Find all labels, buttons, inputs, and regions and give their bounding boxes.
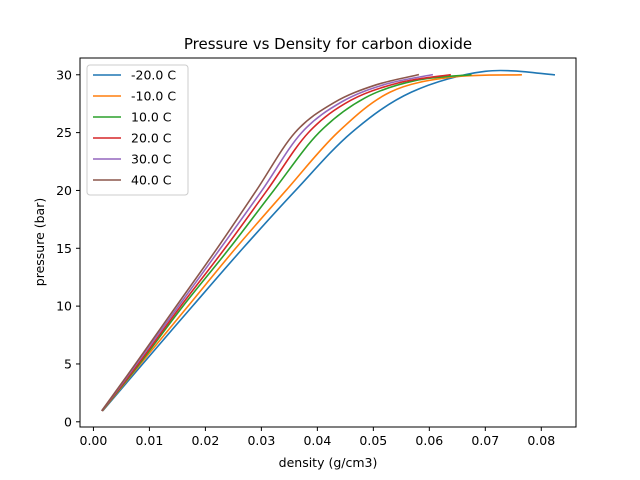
y-axis-title: pressure (bar) <box>32 198 47 286</box>
legend-entry-label: 40.0 C <box>131 173 172 188</box>
chart-title: Pressure vs Density for carbon dioxide <box>184 35 472 53</box>
x-tick-label: 0.00 <box>80 433 108 448</box>
legend-entry-label: -10.0 C <box>131 89 176 104</box>
x-tick-label: 0.07 <box>471 433 499 448</box>
series-line-3 <box>101 73 472 412</box>
y-tick-label: 10 <box>56 299 72 314</box>
series-line-5 <box>101 73 434 412</box>
x-tick-label: 0.02 <box>191 433 219 448</box>
plot-frame <box>79 57 577 428</box>
x-axis: 0.00 0.01 0.02 0.03 0.04 0.05 0.06 0.07 0.08 <box>80 427 555 448</box>
x-tick-label: 0.05 <box>359 433 387 448</box>
legend-entry-label: 20.0 C <box>131 131 172 146</box>
series-line-6 <box>100 73 420 412</box>
series-line-2 <box>101 73 522 412</box>
x-tick-label: 0.03 <box>247 433 275 448</box>
legend-entry-label: 30.0 C <box>131 152 172 167</box>
legend-box <box>86 64 189 196</box>
x-tick-label: 0.08 <box>527 433 555 448</box>
series-line-4 <box>101 73 451 412</box>
y-axis: 0 5 10 15 20 25 30 <box>56 67 80 429</box>
y-tick-label: 15 <box>56 241 72 256</box>
x-axis-title: density (g/cm3) <box>279 455 378 470</box>
legend-entry-label: -20.0 C <box>131 68 176 83</box>
y-tick-label: 30 <box>56 67 72 82</box>
y-tick-label: 5 <box>64 356 72 371</box>
x-tick-label: 0.06 <box>415 433 443 448</box>
y-tick-label: 25 <box>56 125 72 140</box>
x-tick-label: 0.04 <box>303 433 331 448</box>
x-tick-label: 0.01 <box>135 433 163 448</box>
plot-lines <box>100 69 556 412</box>
legend: -20.0 C -10.0 C 10.0 C 20.0 C 30.0 C 40.0 C <box>86 64 189 196</box>
y-tick-label: 0 <box>64 414 72 429</box>
legend-entry-label: 10.0 C <box>131 110 172 125</box>
y-tick-label: 20 <box>56 183 72 198</box>
